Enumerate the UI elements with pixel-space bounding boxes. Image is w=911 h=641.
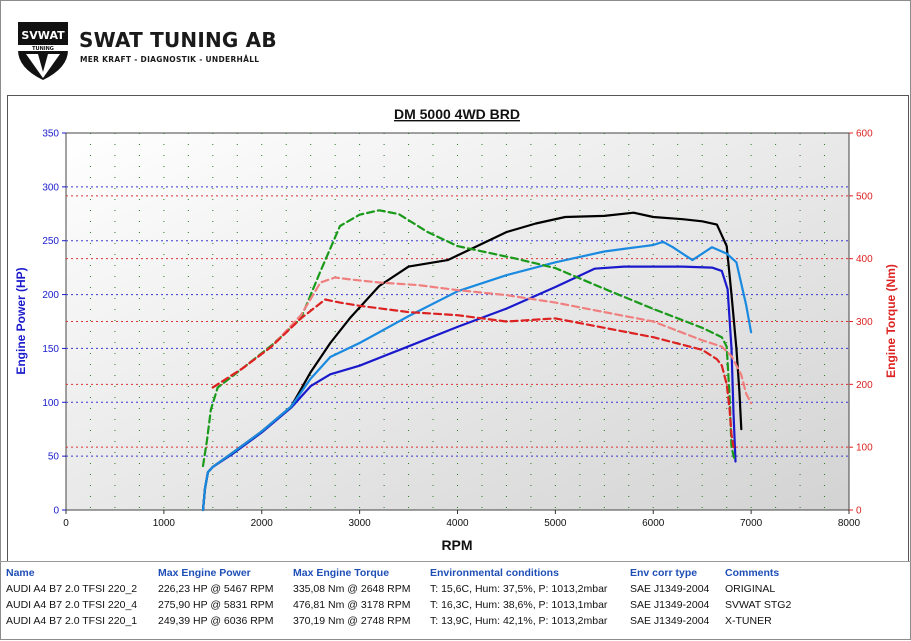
chart-title: DM 5000 4WD BRD xyxy=(394,106,520,122)
table-row[interactable]: AUDI A4 B7 2.0 TFSI 220_2 226,23 HP @ 54… xyxy=(6,581,791,597)
cell-env-conditions: T: 13,9C, Hum: 42,1%, P: 1013,2mbar xyxy=(430,615,608,627)
cell-max-torque: 476,81 Nm @ 3178 RPM xyxy=(293,599,411,611)
y-left-tick-label: 0 xyxy=(53,506,59,517)
cell-max-torque: 335,08 Nm @ 2648 RPM xyxy=(293,583,411,595)
y-right-tick-label: 100 xyxy=(856,443,873,454)
cell-comments: X-TUNER xyxy=(725,615,772,627)
y-left-tick-label: 300 xyxy=(42,182,59,193)
header-name: Name xyxy=(6,566,35,579)
x-tick-label: 6000 xyxy=(642,518,665,529)
cell-env-conditions: T: 16,3C, Hum: 38,6%, P: 1013,1mbar xyxy=(430,599,608,611)
results-panel: Name Max Engine Power Max Engine Torque … xyxy=(0,561,911,641)
brand-tagline: MER KRAFT - DIAGNOSTIK - UNDERHÅLL xyxy=(80,55,260,64)
y-right-tick-label: 0 xyxy=(856,506,862,517)
cell-env-corr: SAE J1349-2004 xyxy=(630,615,710,627)
cell-comments: SVWAT STG2 xyxy=(725,599,792,611)
y-left-tick-label: 100 xyxy=(42,398,59,409)
shield-logo-icon: SVWAT TUNING xyxy=(18,22,68,80)
y-left-tick-label: 350 xyxy=(42,129,59,140)
cell-name: AUDI A4 B7 2.0 TFSI 220_1 xyxy=(6,615,138,627)
logo-sub-text: TUNING xyxy=(32,46,54,52)
cell-max-torque: 370,19 Nm @ 2748 RPM xyxy=(293,615,411,627)
dyno-chart: 0 1000 2000 3000 4000 5000 6000 7000 80000501001… xyxy=(14,106,898,553)
header-max-torque: Max Engine Torque xyxy=(293,566,390,579)
series-line-torque xyxy=(211,276,753,405)
cell-max-power: 249,39 HP @ 6036 RPM xyxy=(158,615,274,627)
logo-top-text: SVWAT xyxy=(21,29,65,42)
x-tick-label: 5000 xyxy=(544,518,567,529)
table-row[interactable]: AUDI A4 B7 2.0 TFSI 220_1 249,39 HP @ 60… xyxy=(6,613,791,629)
results-header-row: Name Max Engine Power Max Engine Torque … xyxy=(6,564,791,581)
x-tick-label: 2000 xyxy=(251,518,274,529)
results-table: Name Max Engine Power Max Engine Torque … xyxy=(6,564,791,629)
series-line-power xyxy=(201,240,753,512)
x-axis-label: RPM xyxy=(441,537,472,553)
header-env-conditions: Environmental conditions xyxy=(430,566,559,579)
cell-name: AUDI A4 B7 2.0 TFSI 220_4 xyxy=(6,599,138,611)
cell-max-power: 275,90 HP @ 5831 RPM xyxy=(158,599,274,611)
header-comments: Comments xyxy=(725,566,780,579)
x-tick-label: 0 xyxy=(63,518,69,529)
x-tick-label: 8000 xyxy=(838,518,861,529)
header-env-corr: Env corr type xyxy=(630,566,698,579)
cell-max-power: 226,23 HP @ 5467 RPM xyxy=(158,583,274,595)
cell-comments: ORIGINAL xyxy=(725,583,776,595)
series-line-torque xyxy=(211,298,735,449)
y-left-tick-label: 150 xyxy=(42,344,59,355)
y-right-axis-label: Engine Torque (Nm) xyxy=(884,264,898,378)
cell-env-conditions: T: 15,6C, Hum: 37,5%, P: 1013,2mbar xyxy=(430,583,608,595)
y-right-tick-label: 300 xyxy=(856,317,873,328)
brand-name: SWAT TUNING AB xyxy=(79,28,277,52)
table-row[interactable]: AUDI A4 B7 2.0 TFSI 220_4 275,90 HP @ 58… xyxy=(6,597,791,613)
x-tick-label: 1000 xyxy=(153,518,176,529)
brand-logo: SVWAT TUNING xyxy=(16,20,256,82)
x-tick-label: 7000 xyxy=(740,518,763,529)
cell-env-corr: SAE J1349-2004 xyxy=(630,599,710,611)
y-right-tick-label: 500 xyxy=(856,191,873,202)
cell-name: AUDI A4 B7 2.0 TFSI 220_2 xyxy=(6,583,138,595)
cell-env-corr: SAE J1349-2004 xyxy=(630,583,710,595)
y-right-tick-label: 200 xyxy=(856,380,873,391)
y-left-tick-label: 250 xyxy=(42,236,59,247)
y-right-tick-label: 600 xyxy=(856,129,873,140)
header-max-power: Max Engine Power xyxy=(158,566,251,579)
y-right-tick-label: 400 xyxy=(856,254,873,265)
y-left-tick-label: 200 xyxy=(42,290,59,301)
y-left-tick-label: 50 xyxy=(48,452,60,463)
x-tick-label: 4000 xyxy=(446,518,469,529)
x-tick-label: 3000 xyxy=(349,518,372,529)
y-left-axis-label: Engine Power (HP) xyxy=(14,267,28,374)
